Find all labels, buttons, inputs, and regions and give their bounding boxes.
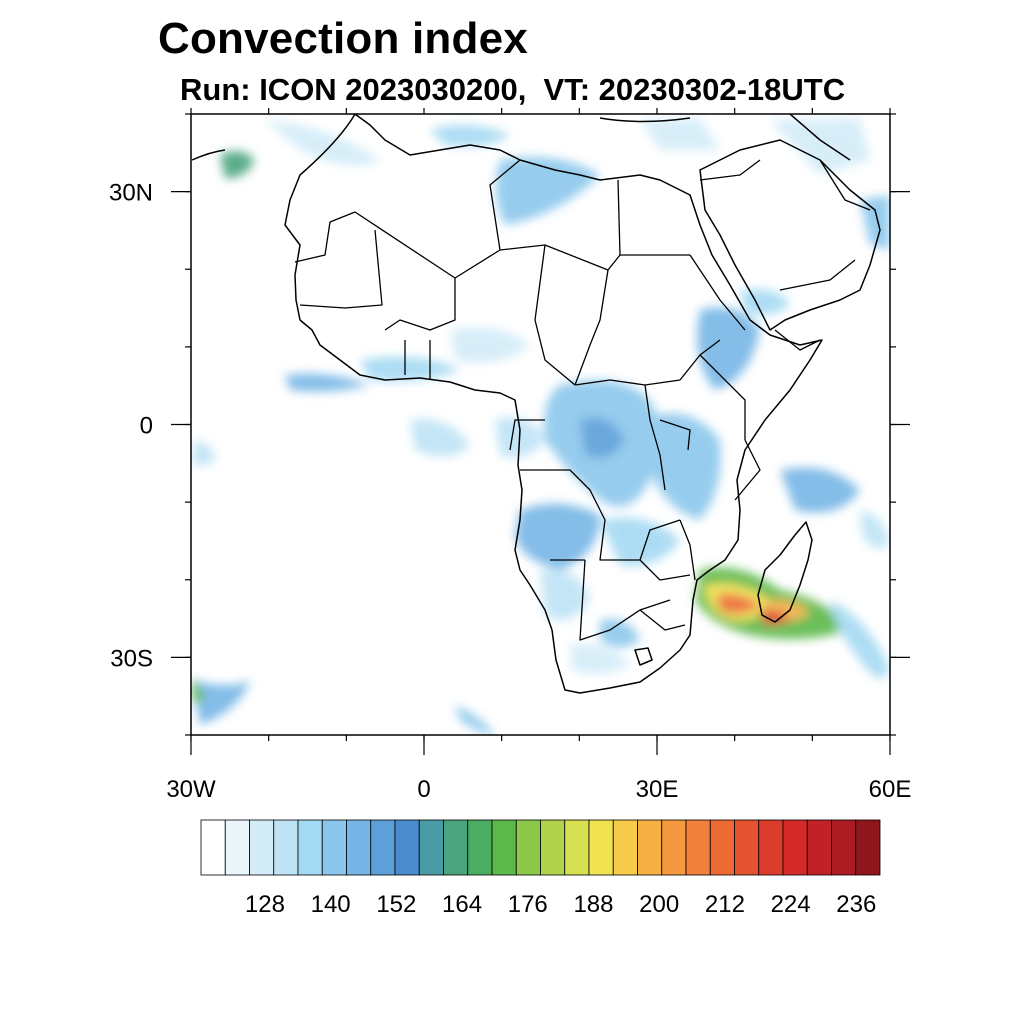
map-axis-ticks: 30W 0 30E 60E 30N 0 30S <box>109 108 911 803</box>
lat-tick-label: 0 <box>140 413 153 440</box>
colorbar-label: 188 <box>573 891 613 918</box>
colorbar-swatch <box>418 819 444 876</box>
coastlines <box>191 114 881 694</box>
convection-area-north-africa <box>430 125 510 147</box>
colorbar-label: 236 <box>836 891 876 918</box>
colorbar-swatch <box>297 819 323 876</box>
colorbar-swatch <box>685 819 711 876</box>
lon-tick-label: 30W <box>166 776 216 803</box>
country-borders <box>294 159 871 641</box>
colorbar-label: 140 <box>311 891 351 918</box>
colorbar-label: 128 <box>245 891 285 918</box>
madagascar-coastline <box>757 521 813 623</box>
colorbar-swatch <box>831 819 857 876</box>
colorbar-swatch <box>249 819 275 876</box>
map-title: Convection index <box>158 14 528 63</box>
colorbar-label: 212 <box>705 891 745 918</box>
colorbar-swatch <box>564 819 590 876</box>
lat-tick-label: 30S <box>110 645 153 672</box>
lon-tick-label: 60E <box>869 776 912 803</box>
colorbar-swatch <box>467 819 493 876</box>
colorbar-swatch <box>612 819 638 876</box>
colorbar: 128 140 152 164 176 188 200 212 224 236 <box>200 819 881 918</box>
colorbar-swatch <box>806 819 832 876</box>
colorbar-swatch <box>515 819 541 876</box>
lon-tick-label: 0 <box>417 776 430 803</box>
colorbar-swatch <box>394 819 420 876</box>
colorbar-swatch <box>734 819 760 876</box>
colorbar-swatch <box>661 819 687 876</box>
lon-tick-label: 30E <box>636 776 679 803</box>
colorbar-label: 200 <box>639 891 679 918</box>
africa-coastline <box>284 114 823 694</box>
colorbar-swatch <box>758 819 784 876</box>
colorbar-swatch <box>855 819 881 876</box>
colorbar-swatch <box>346 819 372 876</box>
colorbar-swatch <box>224 819 250 876</box>
colorbar-swatch <box>637 819 663 876</box>
colorbar-swatch <box>540 819 566 876</box>
colorbar-swatch <box>782 819 808 876</box>
lat-tick-label: 30N <box>109 180 153 207</box>
colorbar-swatch <box>588 819 614 876</box>
colorbar-swatch <box>709 819 735 876</box>
arabia-coastline <box>699 139 881 331</box>
convection-field <box>192 118 890 735</box>
colorbar-swatch <box>443 819 469 876</box>
convection-area-mediterranean <box>265 120 380 166</box>
colorbar-swatch <box>321 819 347 876</box>
colorbar-swatch <box>200 819 226 876</box>
colorbar-swatch <box>491 819 517 876</box>
map-subtitle: Run: ICON 2023030200, VT: 20230302-18UTC <box>180 72 846 107</box>
colorbar-label: 152 <box>376 891 416 918</box>
colorbar-swatch <box>370 819 396 876</box>
colorbar-label: 224 <box>771 891 811 918</box>
colorbar-label: 176 <box>508 891 548 918</box>
colorbar-label: 164 <box>442 891 482 918</box>
colorbar-swatch <box>273 819 299 876</box>
